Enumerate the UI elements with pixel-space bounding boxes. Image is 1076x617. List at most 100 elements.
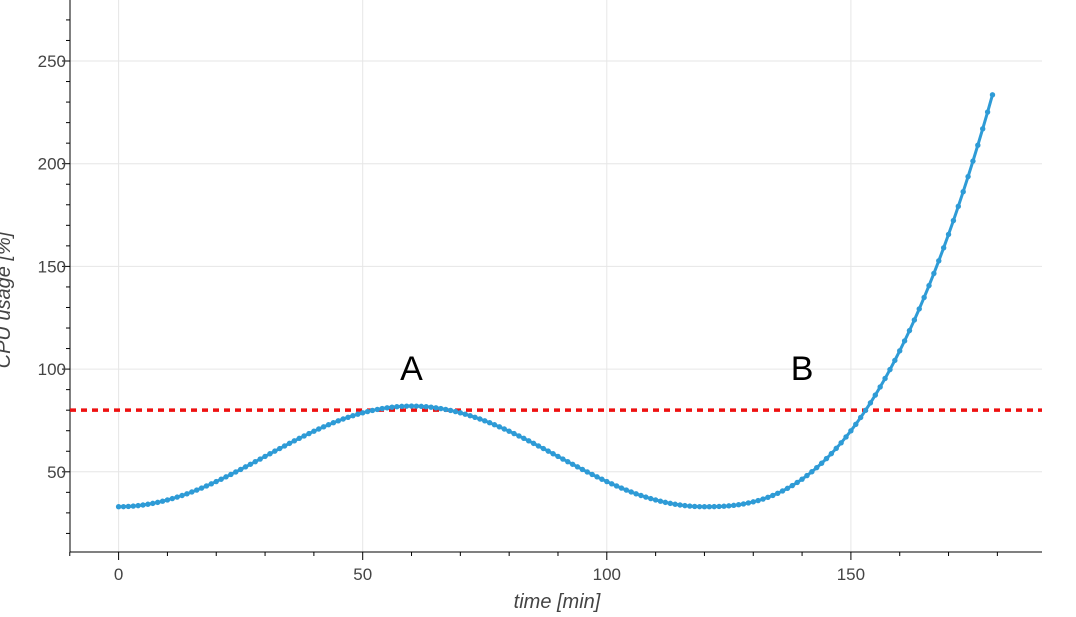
data-point [862, 407, 869, 414]
data-point [179, 492, 185, 499]
data-point [530, 440, 537, 447]
data-point [931, 270, 937, 277]
data-point [677, 502, 683, 508]
data-point [277, 445, 283, 452]
data-point [608, 481, 615, 487]
data-point [242, 464, 249, 470]
annotation-b: B [791, 350, 814, 388]
y-axis-label: CPU usage [%] [0, 231, 15, 368]
data-point [823, 455, 830, 462]
data-point [130, 503, 136, 509]
data-point [877, 384, 883, 390]
data-point [223, 474, 229, 480]
data-point [882, 375, 888, 382]
y-tick-label: 50 [47, 463, 66, 482]
data-point [535, 443, 542, 449]
data-point [765, 494, 771, 501]
data-point [599, 476, 605, 482]
data-point [789, 482, 796, 489]
data-point [643, 494, 649, 500]
data-point [779, 488, 786, 494]
data-point [257, 456, 263, 462]
data-point [555, 453, 561, 460]
data-point [452, 408, 459, 415]
data-point [721, 503, 727, 509]
data-point [760, 496, 766, 502]
data-point [574, 464, 581, 470]
data-point [853, 421, 859, 427]
data-point [584, 469, 590, 475]
data-point [311, 428, 317, 434]
data-point [511, 430, 517, 437]
data-point [272, 448, 278, 454]
data-point [159, 498, 166, 504]
data-point [316, 426, 322, 432]
data-point [218, 476, 224, 482]
data-point [184, 491, 190, 497]
data-point [360, 410, 366, 416]
data-point [784, 485, 791, 492]
data-point [428, 404, 434, 410]
data-point [467, 412, 473, 419]
data-point [145, 501, 151, 507]
data-point [403, 403, 410, 409]
data-point [955, 203, 961, 210]
data-point [980, 126, 986, 132]
data-point [247, 461, 254, 467]
data-point [335, 418, 341, 424]
data-point [638, 492, 644, 499]
data-point [399, 403, 405, 410]
data-point [369, 407, 376, 414]
data-point [330, 420, 337, 426]
data-point [755, 497, 761, 504]
data-point [828, 450, 835, 457]
data-point [286, 440, 293, 447]
data-point [374, 406, 381, 413]
data-point [701, 504, 708, 510]
data-point [814, 464, 820, 471]
data-point [438, 405, 444, 412]
data-point [418, 403, 424, 410]
data-point [799, 476, 805, 482]
x-tick-label: 50 [353, 565, 372, 584]
data-point [872, 392, 879, 398]
data-point [657, 498, 664, 504]
data-point [687, 503, 693, 509]
data-point [726, 503, 732, 509]
data-point [550, 451, 556, 457]
data-point [384, 405, 390, 411]
data-point [291, 438, 298, 444]
data-point [154, 499, 161, 506]
data-point [618, 485, 625, 491]
x-tick-label: 0 [114, 565, 123, 584]
data-point [901, 338, 908, 344]
y-tick-label: 150 [38, 257, 66, 276]
x-axis-label: time [min] [514, 591, 601, 613]
data-point [970, 158, 976, 164]
data-point [423, 403, 429, 410]
data-point [135, 502, 141, 509]
data-point [740, 501, 747, 507]
data-point [857, 414, 864, 421]
data-point [975, 142, 981, 148]
data-point [189, 489, 195, 495]
data-point [115, 504, 122, 510]
data-point [867, 400, 874, 406]
data-point [560, 456, 566, 462]
data-point [389, 404, 395, 410]
tick-labels: 0 50 100 150 50 100 150 200 250 [38, 52, 865, 584]
data-point [203, 483, 210, 489]
data-point [887, 366, 893, 373]
data-point [604, 478, 610, 485]
data-point [164, 497, 171, 503]
data-point [355, 411, 361, 417]
data-point [198, 485, 205, 491]
data-point [696, 503, 703, 510]
data-point [667, 500, 673, 507]
axes [62, 0, 1042, 560]
data-point [252, 458, 258, 465]
data-point [892, 357, 898, 364]
data-point [633, 491, 639, 497]
data-point [433, 405, 439, 411]
